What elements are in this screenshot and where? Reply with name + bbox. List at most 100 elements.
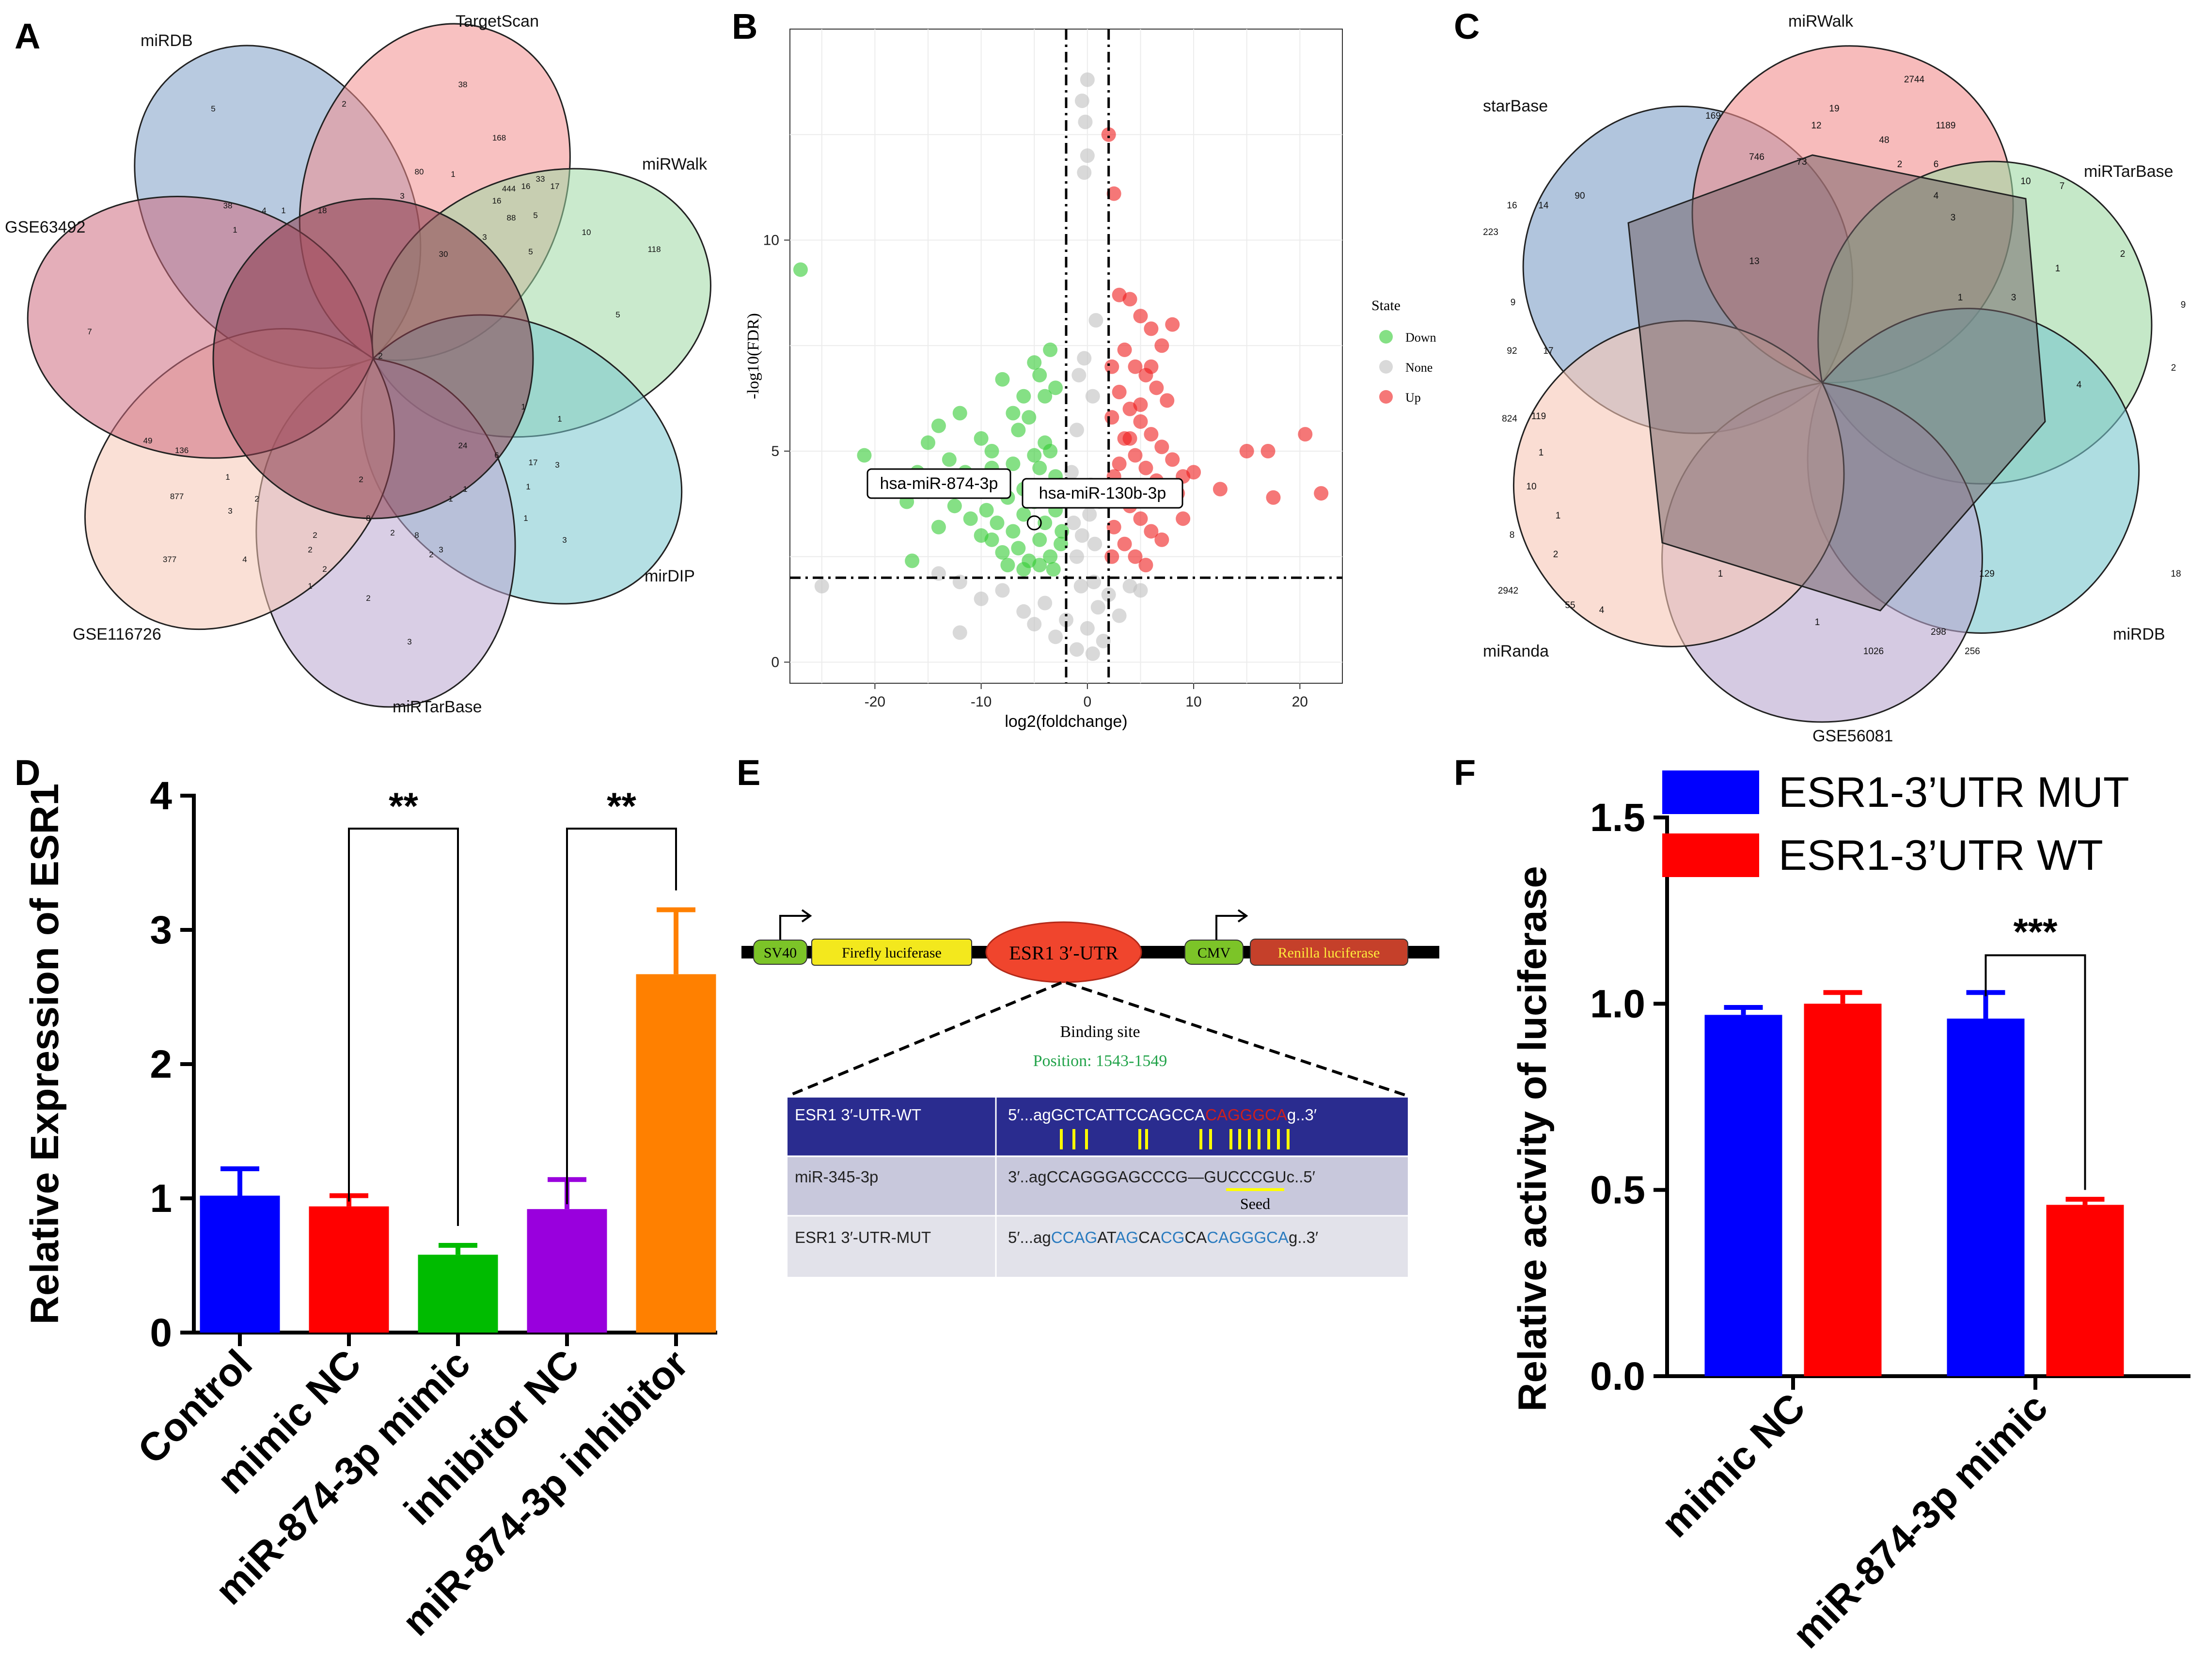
volcano-point-up [1266, 490, 1281, 505]
volcano-point-down [905, 553, 920, 568]
mut-seg-8: CAGGGCA [1207, 1228, 1289, 1246]
volcano-point-down [857, 448, 872, 463]
legend-down-label: Down [1405, 330, 1436, 345]
venn-7set-count: 80 [415, 167, 424, 176]
y-tick-label: 0 [771, 654, 779, 670]
venn-6set-label-3: miRDB [2113, 625, 2165, 644]
sv40-box [753, 940, 807, 965]
volcano-point-none [1133, 583, 1148, 598]
volcano-point-up [1112, 456, 1127, 471]
volcano-point-down [990, 516, 1005, 531]
volcano-point-none [1077, 165, 1092, 180]
venn-7set-count: 38 [458, 80, 468, 89]
volcano-point-down [1032, 368, 1047, 383]
volcano-point-down [979, 502, 994, 518]
volcano-point-none [1069, 642, 1084, 657]
mirna-row-name: miR-345-3p [795, 1168, 878, 1186]
venn-7set-label-2: miRWalk [642, 155, 708, 173]
venn-7set-count: 17 [529, 458, 538, 467]
venn-7set-count: 2 [390, 528, 394, 537]
legend-swatch [1662, 770, 1759, 814]
renilla-box [1250, 939, 1408, 966]
volcano-point-up [1314, 486, 1329, 501]
venn-6set-count: 223 [1483, 227, 1498, 237]
venn-6set-count: 48 [1879, 135, 1889, 145]
venn-6set-count: 4 [1599, 605, 1605, 615]
volcano-point-down [984, 443, 999, 458]
volcano-point-down [1006, 456, 1021, 471]
volcano-point-up [1104, 359, 1119, 374]
venn-7set-count: 3 [228, 506, 232, 516]
venn-6set-count: 73 [1796, 157, 1807, 167]
volcano-point-down [1011, 423, 1026, 438]
cmv-box [1184, 940, 1244, 965]
legend-none-label: None [1405, 361, 1433, 375]
venn-7set-count: 2 [254, 494, 259, 503]
venn-7set-label-4: miRTarBase [393, 698, 482, 716]
volcano-point-none [1064, 465, 1079, 480]
mut-row [788, 1216, 1408, 1277]
labeled-point-text: hsa-miR-874-3p [880, 474, 998, 493]
labeled-point-marker [1026, 515, 1042, 531]
venn-6set-count: 2744 [1904, 75, 1925, 85]
venn-7set-count: 10 [582, 228, 591, 237]
venn-6set-count: 2 [1553, 550, 1559, 560]
luciferase-construct: SV40 Firefly luciferase ESR1 3′-UTR CMV … [741, 909, 1439, 1277]
volcano-ticks: -20 -10 0 10 20 0 5 10 [763, 232, 1308, 710]
y-tick-label: 10 [763, 232, 779, 248]
volcano-point-none [1101, 587, 1116, 602]
volcano-xlabel: log2(foldchange) [1005, 712, 1127, 731]
venn-7set-count: 136 [175, 446, 189, 455]
cmv-label: CMV [1197, 945, 1231, 961]
mirna-sequence: 3′..agCCAGGGAGCCCG—GUCCCGUc..5′ [1008, 1168, 1315, 1186]
volcano-point-none [1085, 389, 1100, 404]
volcano-point-none [1066, 516, 1081, 531]
venn-7set-count: 38 [223, 201, 233, 210]
venn-6set-count: 298 [1931, 627, 1946, 637]
venn-7set-petals [27, 23, 711, 708]
venn-6set-count: 824 [1502, 414, 1517, 424]
sv40-promoter-arrow [779, 915, 809, 950]
volcano-plot: -20 -10 0 10 20 0 5 10 hsa-miR-874-3p hsa-miR-13… [744, 29, 1436, 731]
venn-6set-petals [1513, 45, 2153, 723]
venn-6set-count: 19 [1829, 104, 1839, 114]
significance-bracket [348, 828, 459, 1226]
bar-0-0 [1704, 1015, 1782, 1376]
volcano-point-up [1165, 317, 1180, 332]
venn-7set-count: 18 [318, 206, 327, 215]
volcano-point-up [1154, 338, 1169, 353]
volcano-point-up [1128, 448, 1143, 463]
volcano-point-none [1082, 507, 1097, 522]
legend-up-marker [1379, 390, 1393, 404]
venn-7set-count: 1 [233, 225, 237, 235]
volcano-point-up [1122, 292, 1137, 307]
volcano-point-none [1048, 629, 1063, 644]
sv40-label: SV40 [764, 945, 797, 961]
venn-6set-count: 14 [1538, 201, 1549, 211]
volcano-point-none [1074, 94, 1089, 109]
venn-6set-count: 10 [2020, 176, 2031, 187]
venn-7set-count: 24 [458, 441, 468, 450]
y-tick-label: 1.0 [1590, 982, 1645, 1026]
venn-6set-count: 1 [2055, 264, 2061, 274]
venn-7set-count: 2 [359, 475, 363, 484]
venn-6set-count: 169 [1705, 111, 1721, 121]
volcano-point-down [1022, 410, 1037, 425]
volcano-thresholds [790, 29, 1342, 683]
venn-6set-count: 2 [1897, 159, 1903, 170]
volcano-point-up [1128, 359, 1143, 374]
bar-0-1 [1947, 1019, 2025, 1376]
volcano-point-up [1176, 511, 1191, 526]
volcano-point-up [1144, 427, 1159, 442]
venn-6set-count: 746 [1749, 152, 1764, 162]
volcano-point-down [1043, 443, 1058, 458]
volcano-point-none [1080, 621, 1095, 636]
venn-7set-count: 1 [521, 402, 525, 411]
venn-7set-count: 2 [313, 531, 317, 540]
y-tick-label: 0 [150, 1311, 172, 1355]
panel-label-a: A [15, 16, 40, 56]
volcano-point-up [1117, 536, 1132, 551]
